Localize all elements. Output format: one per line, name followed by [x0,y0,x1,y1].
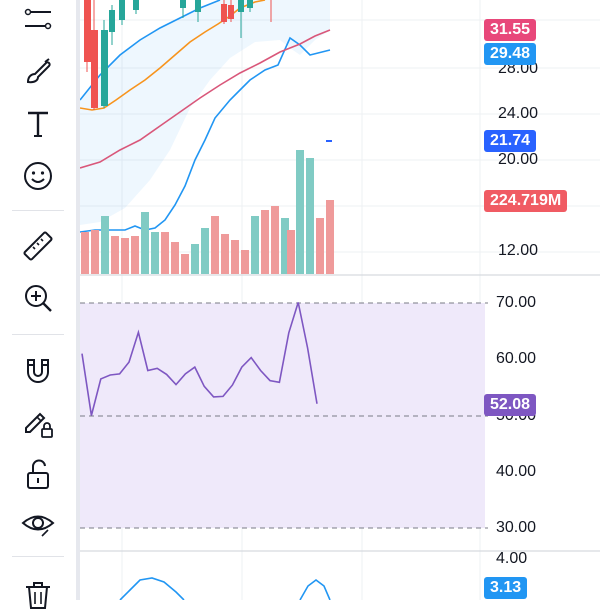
toolbar-separator [12,334,64,335]
toolbar-divider [76,0,80,600]
brush-tool[interactable] [14,50,62,94]
volume-bar [81,232,89,274]
volume-bar [221,234,229,274]
candle-down [91,30,98,108]
candle-down [228,5,234,19]
grid [80,0,600,600]
emoji-tool[interactable] [14,154,62,198]
candle-up [119,0,125,20]
rsi-value-label: 52.08 [484,394,537,416]
rsi-scale-tick: 70.00 [496,294,537,311]
rsi-scale-tick: 40.00 [496,463,537,480]
ruler-tool[interactable] [14,224,62,268]
upper-band-price-label: 31.55 [484,19,537,41]
volume-bar [316,218,324,274]
candle-down [221,4,227,22]
toolbar-separator [12,556,64,557]
volume-bar [111,236,119,274]
lock-drawings-tool[interactable] [14,400,62,444]
volume-bar [251,216,259,274]
candle-up [180,0,186,8]
candle-up [247,0,253,8]
volume-bar [281,218,289,274]
unlock-tool[interactable] [14,452,62,496]
volume-bar [121,238,129,274]
volume-bar [101,216,109,274]
brush-tool-icon [26,58,51,84]
volume-bar [151,232,159,274]
candle-down [84,0,91,62]
rsi-scale-tick: 60.00 [496,350,537,367]
volume-bar [211,216,219,274]
volume-bar [306,158,314,274]
ruler-tool-icon [23,231,53,261]
volume-bar [191,244,199,274]
volume-bar [201,228,209,274]
volume-bar [287,230,295,274]
hide-drawings-tool-icon [21,515,55,537]
chart-area[interactable]: 28.00 24.00 20.00 12.00 31.55 29.48 21.7… [80,0,600,600]
volume-bar [326,200,334,274]
lock-drawings-tool-icon [25,412,53,438]
volume-bars [81,150,334,274]
hide-drawings-tool[interactable] [14,502,62,546]
bollinger-band-fill [80,0,330,225]
trend-line-tool[interactable] [14,0,62,44]
volume-label: 224.719M [484,190,568,212]
toolbar-separator [12,210,64,211]
volume-bar [181,254,189,274]
volume-bar [241,250,249,274]
zoom-in-tool[interactable] [14,276,62,320]
candle-up [238,0,244,12]
candle-up [109,10,115,32]
price-scale-tick: 20.00 [498,151,539,168]
candle-up [195,0,201,12]
lower-oscillator-line [299,579,331,600]
text-tool-icon [28,111,48,137]
last-price-label: 29.48 [484,43,537,65]
volume-bar [271,206,279,274]
trash-tool[interactable] [14,572,62,616]
moving-average-line [80,29,331,169]
volume-bar [171,242,179,274]
magnet-tool-icon [27,359,49,383]
volume-bar [296,150,304,274]
rsi-line [81,302,318,416]
trash-tool-icon [26,582,50,609]
candle-up [101,30,108,106]
text-tool[interactable] [14,102,62,146]
price-scale-tick: 24.00 [498,105,539,122]
lower-band-price-label: 21.74 [484,130,537,152]
drawing-toolbar [0,0,76,609]
chart-canvas[interactable] [80,0,600,600]
candlesticks [84,0,272,110]
zoom-in-tool-icon [25,285,52,312]
lower-oscillator-line [119,577,185,600]
candle-up [133,0,139,10]
price-scale-tick: 12.00 [498,242,539,259]
lower-scale-tick: 4.00 [496,550,528,567]
unlock-tool-icon [27,459,49,489]
volume-bar [261,210,269,274]
bollinger-lower-line [80,36,331,233]
volume-bar [231,240,239,274]
rsi-scale-tick: 30.00 [496,519,537,536]
volume-bar [131,236,139,274]
volume-bar [141,212,149,274]
lower-oscillator-value-label: 3.13 [484,577,528,599]
volume-bar [91,230,99,274]
magnet-tool[interactable] [14,348,62,392]
volume-bar [161,232,169,274]
emoji-tool-icon [24,162,52,190]
trend-line-tool-icon [24,8,52,30]
